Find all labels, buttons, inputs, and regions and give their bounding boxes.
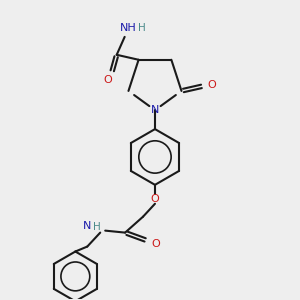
Text: O: O xyxy=(152,238,160,249)
Text: H: H xyxy=(138,23,146,33)
Text: O: O xyxy=(207,80,216,90)
Text: H: H xyxy=(93,222,101,232)
Text: NH: NH xyxy=(120,23,137,33)
Text: N: N xyxy=(151,105,159,115)
Text: O: O xyxy=(151,194,159,204)
Text: O: O xyxy=(103,75,112,85)
Text: N: N xyxy=(83,220,92,231)
